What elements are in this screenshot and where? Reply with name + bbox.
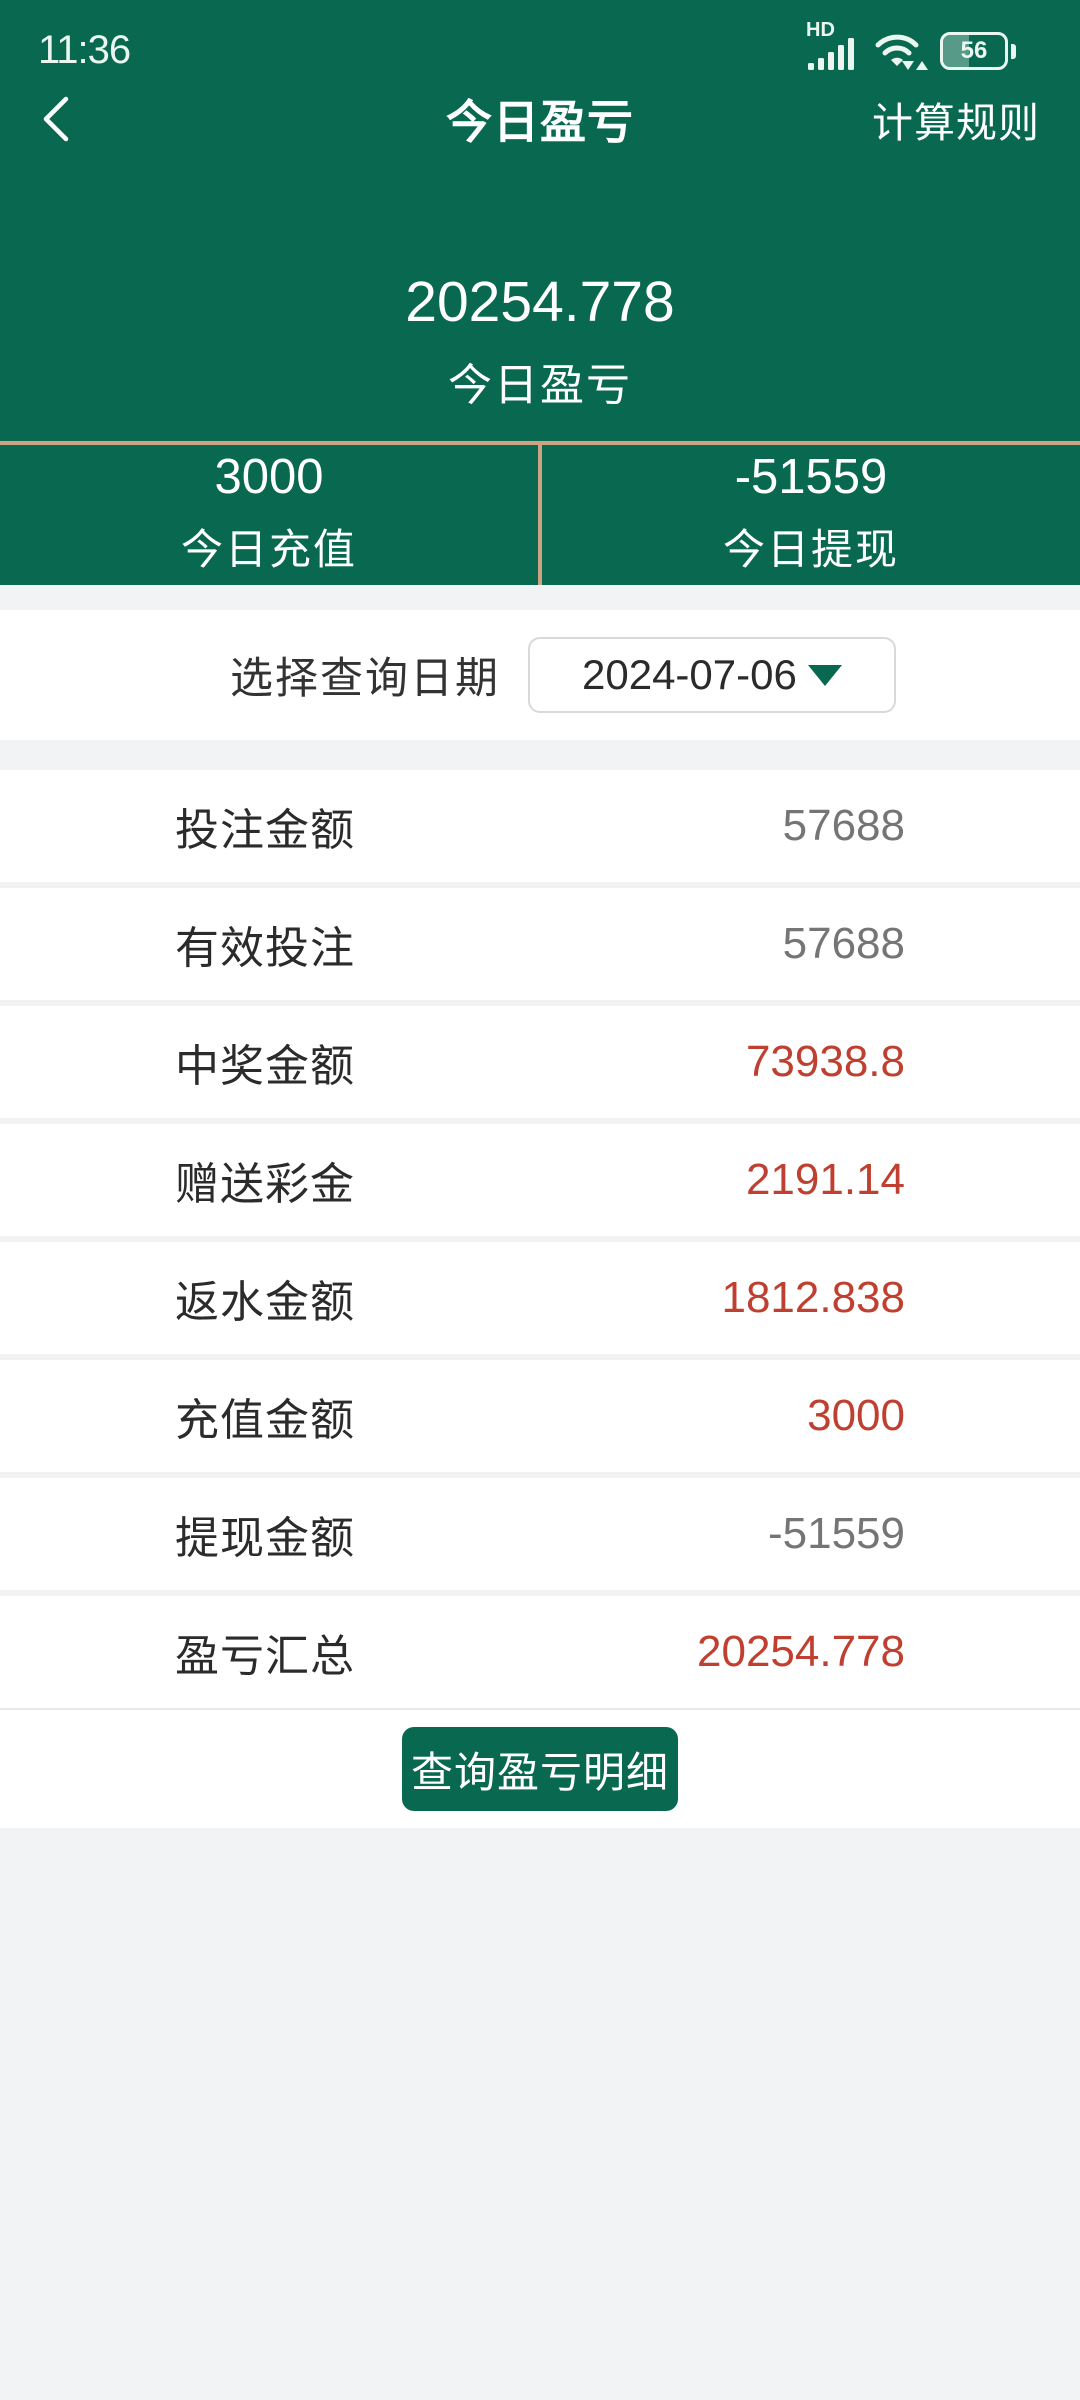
wifi-icon [874, 28, 928, 70]
clock-text: 11:36 [38, 28, 131, 72]
today-profit-caption: 今日盈亏 [448, 361, 632, 410]
battery-fill [943, 35, 970, 67]
row-value: 1812.838 [721, 1273, 905, 1322]
row-label: 充值金额 [175, 1396, 355, 1445]
today-withdraw-col: -51559 今日提现 [542, 445, 1080, 585]
today-recharge-value: 3000 [214, 450, 324, 504]
hd-icon: HD [806, 19, 835, 41]
table-row: 中奖金额 73938.8 [0, 1006, 1080, 1124]
table-row: 有效投注 57688 [0, 888, 1080, 1006]
row-label: 返水金额 [175, 1278, 355, 1327]
today-recharge-label: 今日充值 [180, 526, 357, 573]
summary-table: 投注金额 57688 有效投注 57688 中奖金额 73938.8 赠送彩金 … [0, 770, 1080, 1710]
battery-nub [1011, 43, 1016, 59]
row-label: 赠送彩金 [175, 1160, 355, 1209]
column-divider [538, 445, 542, 585]
date-picker-row: 选择查询日期 2024-07-06 [0, 610, 1080, 740]
row-value: 3000 [807, 1391, 905, 1440]
status-bar: 11:36 HD [0, 0, 1080, 70]
date-value: 2024-07-06 [582, 651, 797, 698]
table-row: 充值金额 3000 [0, 1360, 1080, 1478]
bottom-filler [0, 1828, 1080, 2400]
table-row: 返水金额 1812.838 [0, 1242, 1080, 1360]
back-button[interactable] [40, 92, 70, 146]
row-value: 57688 [782, 919, 905, 968]
signal-bars-icon [808, 38, 854, 70]
nav-bar: 今日盈亏 计算规则 [0, 92, 1080, 148]
calc-rules-link[interactable]: 计算规则 [872, 100, 1040, 146]
wifi-traffic-arrows-icon [902, 61, 928, 70]
battery-level: 56 [960, 37, 988, 64]
section-gap [0, 740, 1080, 770]
row-value: 20254.778 [697, 1627, 905, 1676]
today-recharge-col: 3000 今日充值 [0, 445, 538, 585]
status-icons: HD [806, 19, 1016, 70]
row-value: -51559 [767, 1509, 905, 1558]
summary-columns: 3000 今日充值 -51559 今日提现 [0, 441, 1080, 585]
row-value: 73938.8 [745, 1037, 905, 1086]
today-profit-amount: 20254.778 [405, 270, 675, 334]
row-label: 中奖金额 [175, 1042, 355, 1091]
back-chevron-icon [43, 96, 69, 142]
row-value: 2191.14 [745, 1155, 905, 1204]
page-title: 今日盈亏 [446, 96, 634, 148]
table-row: 盈亏汇总 20254.778 [0, 1596, 1080, 1710]
table-row: 赠送彩金 2191.14 [0, 1124, 1080, 1242]
cellular-signal-icon: HD [806, 19, 858, 70]
row-label: 有效投注 [175, 924, 355, 973]
table-row: 提现金额 -51559 [0, 1478, 1080, 1596]
hero-section: 20254.778 今日盈亏 [0, 274, 1080, 413]
today-withdraw-label: 今日提现 [722, 526, 899, 573]
button-row: 查询盈亏明细 [0, 1710, 1080, 1828]
row-label: 提现金额 [175, 1514, 355, 1563]
query-profit-detail-button[interactable]: 查询盈亏明细 [402, 1727, 678, 1811]
row-label: 盈亏汇总 [175, 1632, 355, 1681]
row-label: 投注金额 [175, 806, 355, 855]
date-picker[interactable]: 2024-07-06 [528, 637, 896, 713]
today-withdraw-value: -51559 [734, 450, 888, 504]
section-gap [0, 585, 1080, 610]
battery-icon: 56 [940, 32, 1016, 70]
table-row: 投注金额 57688 [0, 770, 1080, 888]
date-picker-label: 选择查询日期 [230, 655, 500, 703]
row-value: 57688 [782, 801, 905, 850]
green-header-panel: 11:36 HD [0, 0, 1080, 585]
dropdown-caret-icon [808, 664, 842, 686]
